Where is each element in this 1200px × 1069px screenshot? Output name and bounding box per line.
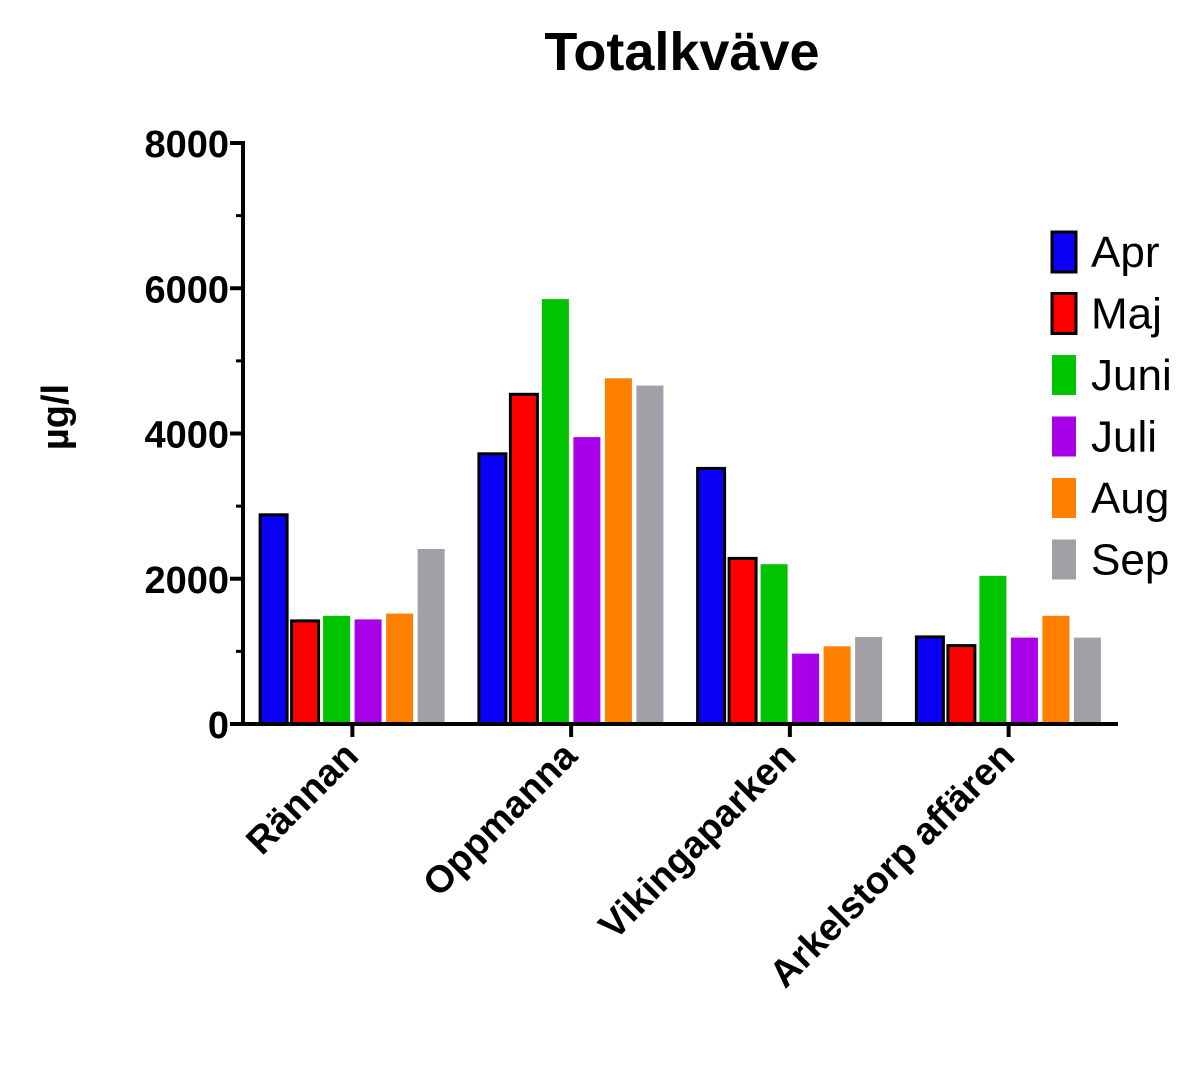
y-tick-label: 2000 [144,560,229,602]
y-tick-label: 8000 [144,124,229,166]
y-tick-label: 4000 [144,415,229,457]
bar-juni-2 [760,564,788,724]
bar-apr-1 [477,452,508,726]
bar-maj-1 [508,392,539,726]
bar-maj-0 [290,619,321,726]
bar-juni-3 [979,575,1007,724]
bar-aug-0 [386,613,414,724]
bar-juni-1 [541,299,569,724]
legend-swatch-apr [1050,230,1078,274]
x-tick-label: Oppmanna [415,734,586,905]
legend-swatch-sep [1052,539,1076,580]
bar-apr-3 [914,635,945,726]
legend-label-apr: Apr [1091,228,1159,277]
bar-juni-0 [323,615,351,724]
legend: Apr Maj Juni Juli Aug Sep [1050,228,1172,585]
legend-label-aug: Aug [1091,474,1169,523]
bar-aug-2 [823,646,851,724]
bar-juli-3 [1010,637,1038,724]
bar-aug-1 [604,378,632,724]
bar-sep-1 [636,385,664,724]
bar-juli-0 [354,619,382,724]
bar-juli-2 [792,653,820,724]
y-axis-label: µg/l [35,384,77,450]
chart-title: Totalkväve [544,22,819,82]
bar-aug-3 [1042,615,1070,724]
bar-apr-2 [696,466,727,726]
legend-label-juni: Juni [1091,351,1172,400]
bar-juli-1 [573,437,601,724]
x-tick-label: Vikingaparken [591,735,804,948]
bar-sep-0 [417,549,445,724]
bars-group [258,299,1101,726]
legend-label-sep: Sep [1091,536,1169,585]
bar-sep-2 [855,636,883,724]
x-tick-label: Rännan [238,735,366,863]
y-tick-label: 0 [208,705,229,747]
bar-maj-2 [727,556,758,726]
bar-apr-0 [258,513,289,726]
legend-swatch-aug [1052,478,1076,518]
legend-swatch-maj [1050,292,1078,335]
legend-swatch-juni [1052,355,1076,395]
y-tick-label: 6000 [144,269,229,311]
legend-label-maj: Maj [1091,290,1162,339]
legend-swatch-juli [1052,416,1076,457]
x-tick-label: Arkelstorp affären [762,735,1023,996]
bar-maj-3 [946,644,977,726]
legend-label-juli: Juli [1091,413,1157,462]
bar-sep-3 [1073,637,1101,724]
